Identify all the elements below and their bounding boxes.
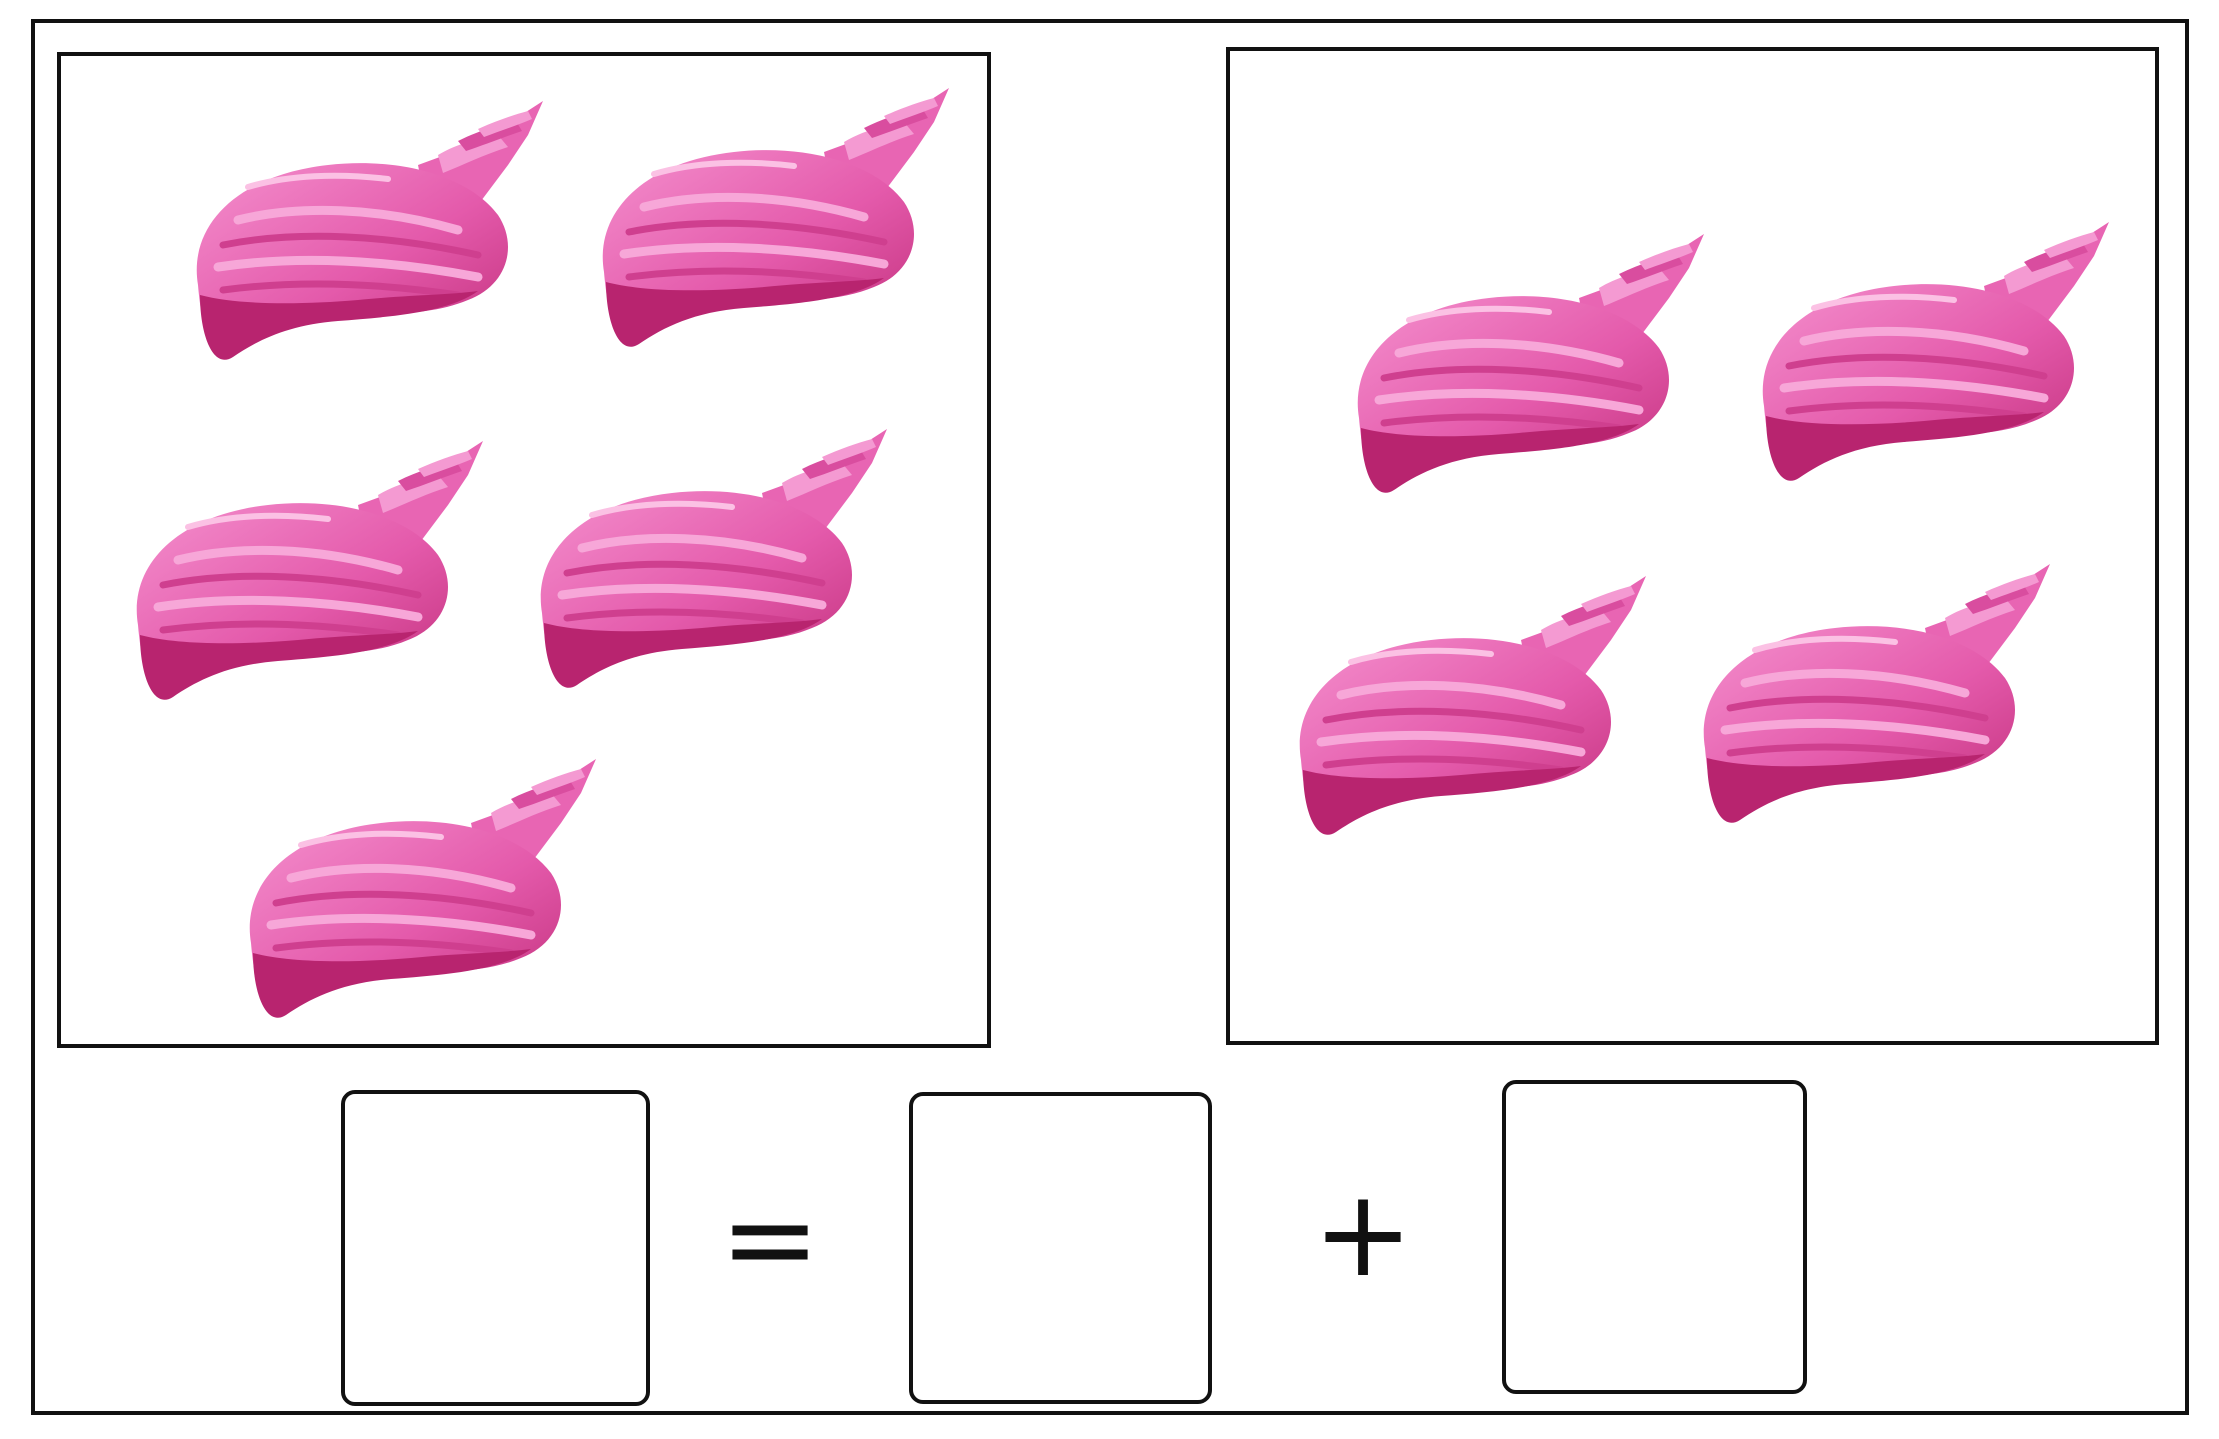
seashell <box>178 95 568 385</box>
seashell <box>522 423 912 713</box>
seashell <box>1744 216 2134 506</box>
seashell <box>118 435 508 725</box>
seashell <box>1281 570 1671 860</box>
plus-sign: + <box>1303 1175 1423 1295</box>
second-addend-box[interactable] <box>1502 1080 1807 1394</box>
seashell <box>231 753 621 1043</box>
right-shell-group <box>1226 47 2159 1045</box>
equals-sign: = <box>710 1180 830 1300</box>
seashell <box>584 82 974 372</box>
seashell <box>1685 558 2075 848</box>
first-addend-box[interactable] <box>909 1092 1212 1404</box>
total-answer-box[interactable] <box>341 1090 650 1406</box>
seashell <box>1339 228 1729 518</box>
